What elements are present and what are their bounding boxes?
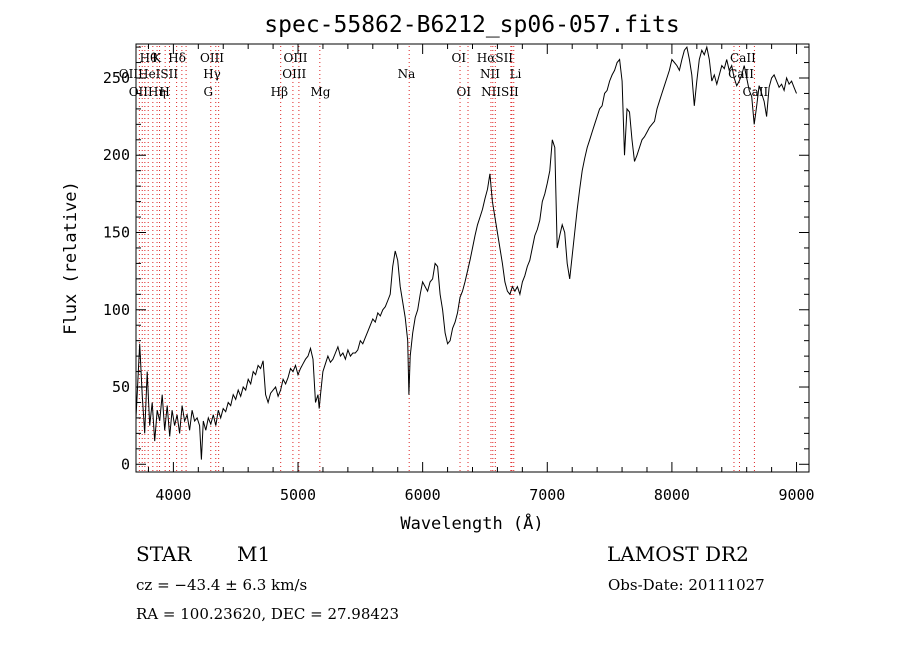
emission-line-label: OIIHη (129, 85, 166, 99)
emission-line-label: Li (510, 67, 522, 81)
coordinates-label: RA = 100.23620, DEC = 27.98423 (136, 605, 400, 623)
emission-line-label: OI (456, 85, 471, 99)
emission-line-label: Mg (310, 85, 330, 99)
emission-line-label: Na (398, 67, 416, 81)
emission-line-label: OIII (283, 51, 307, 65)
emission-line-label: H (159, 85, 169, 99)
emission-line-label: Hδ (168, 51, 186, 65)
x-tick-label: 8000 (654, 486, 690, 504)
plot-frame (135, 43, 810, 473)
emission-line-label: HαSII (477, 51, 514, 65)
y-tick-label: 150 (103, 224, 130, 242)
emission-line-label: OIII (282, 67, 306, 81)
y-tick-label: 200 (103, 146, 130, 164)
x-tick-label: 4000 (155, 486, 191, 504)
emission-line-label: K (152, 51, 162, 65)
emission-line-label: OIII (200, 51, 224, 65)
emission-line-markers (138, 46, 755, 471)
emission-line-label: CaII (742, 85, 768, 99)
class-label: STAR (136, 542, 192, 566)
subclass-label: M1 (237, 542, 271, 566)
emission-line-label: OI (452, 51, 467, 65)
y-tick-label: 100 (103, 301, 130, 319)
emission-line-label: NII (480, 67, 500, 81)
obs-date-label: Obs-Date: 20111027 (608, 576, 765, 594)
emission-line-label: OIIHeISII (119, 67, 179, 81)
emission-line-label: Hβ (271, 85, 288, 99)
y-axis-ticks: 0 50 100 150 200 250 (103, 46, 809, 473)
x-tick-label: 7000 (529, 486, 565, 504)
x-axis-label: Wavelength (Å) (400, 512, 543, 534)
x-axis-ticks: 4000 5000 6000 7000 8000 9000 (147, 44, 815, 504)
x-tick-label: 9000 (778, 486, 814, 504)
emission-line-label: Hγ (203, 67, 221, 81)
emission-line-label: CaII (728, 67, 754, 81)
y-tick-label: 250 (103, 69, 130, 87)
emission-line-label: NIISII (481, 85, 519, 99)
y-tick-label: 50 (112, 378, 130, 396)
x-tick-label: 6000 (405, 486, 441, 504)
emission-line-label: G (203, 85, 213, 99)
chart-title: spec-55862-B6212_sp06-057.fits (264, 12, 679, 38)
y-axis-label: Flux (relative) (61, 181, 81, 335)
emission-line-labels: HθK Hδ OIII OIII OI HαSII CaII OIIHeISII Hγ OIII N… (119, 51, 769, 99)
redshift-label: cz = −43.4 ± 6.3 km/s (136, 576, 308, 594)
emission-line-label: CaII (730, 51, 756, 65)
spectrum-line (135, 45, 797, 460)
survey-label: LAMOST DR2 (607, 542, 749, 566)
x-tick-label: 5000 (280, 486, 316, 504)
emission-line-label: Hθ (140, 51, 158, 65)
y-tick-label: 0 (121, 455, 130, 473)
